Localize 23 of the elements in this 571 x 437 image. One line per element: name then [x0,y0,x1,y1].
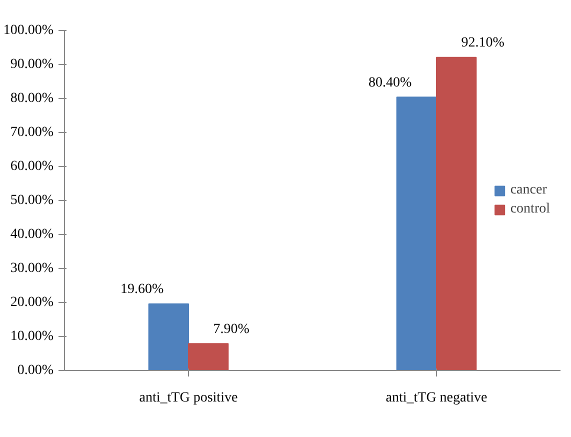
x-tick-label: anti_tTG negative [386,390,488,406]
bar [396,96,437,370]
data-label: 7.90% [213,322,250,337]
y-tick-label: 0.00% [17,363,54,378]
y-tick-label: 70.00% [10,125,54,140]
y-tick-label: 20.00% [10,295,54,310]
y-tick-label: 40.00% [10,227,54,242]
bar [436,56,477,370]
bar [148,303,189,370]
y-tick-label: 30.00% [10,261,54,276]
y-tick-label: 80.00% [10,91,54,106]
data-label: 19.60% [120,282,164,298]
y-tick-label: 100.00% [3,23,54,38]
data-label: 80.40% [368,75,412,90]
data-label: 92.10% [461,36,505,51]
y-tick-label: 60.00% [10,159,54,174]
y-tick-label: 90.00% [10,57,54,72]
y-tick-label: 10.00% [10,329,54,344]
bar [188,343,229,370]
y-tick-label: 50.00% [10,193,54,208]
legend-label: cancer [510,182,547,198]
x-tick-label: anti_tTG positive [139,390,238,406]
legend-label: control [510,202,550,218]
